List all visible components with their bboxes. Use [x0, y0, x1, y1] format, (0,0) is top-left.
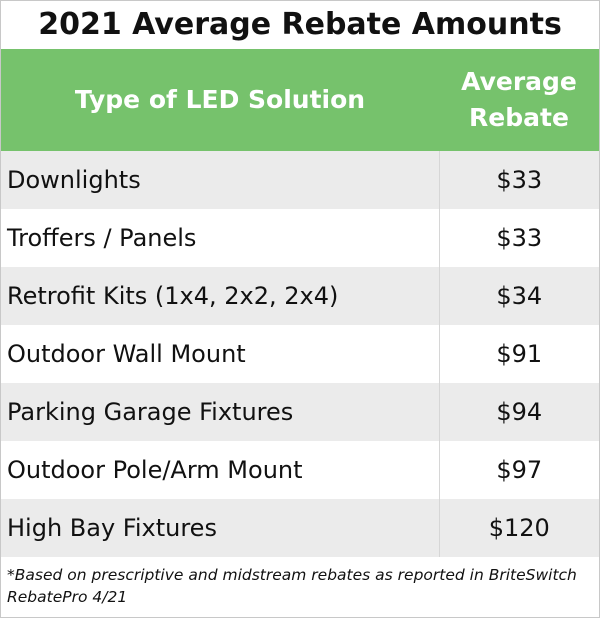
- rebate-cell: $33: [438, 151, 599, 209]
- solution-cell: Parking Garage Fixtures: [1, 383, 439, 441]
- table-row: High Bay Fixtures $120: [1, 499, 599, 557]
- header-cell: Type of LED Solution: [1, 49, 439, 151]
- solution-cell: Outdoor Pole/Arm Mount: [1, 441, 439, 499]
- rebate-cell: $97: [438, 441, 599, 499]
- solution-cell: High Bay Fixtures: [1, 499, 439, 557]
- rebate-cell: $120: [438, 499, 599, 557]
- title: 2021 Average Rebate Amounts: [38, 7, 562, 42]
- solution-cell: Outdoor Wall Mount: [1, 325, 439, 383]
- table-row: Parking Garage Fixtures $94: [1, 383, 599, 441]
- solution-cell: Retrofit Kits (1x4, 2x2, 2x4): [1, 267, 439, 325]
- rebate-cell: $34: [438, 267, 599, 325]
- table-row: Outdoor Pole/Arm Mount $97: [1, 441, 599, 499]
- table-row: Troffers / Panels $33: [1, 209, 599, 267]
- header-row: Type of LED Solution Average Rebate: [1, 49, 599, 151]
- rebate-cell: $94: [438, 383, 599, 441]
- header-cell: Average Rebate: [439, 49, 599, 151]
- table-row: Downlights $33: [1, 151, 599, 209]
- rebate-cell: $91: [438, 325, 599, 383]
- solution-cell: Troffers / Panels: [1, 209, 439, 267]
- rebate-table: Type of LED Solution Average Rebate Down…: [1, 49, 599, 557]
- table-row: Retrofit Kits (1x4, 2x2, 2x4) $34: [1, 267, 599, 325]
- solution-cell: Downlights: [1, 151, 439, 209]
- table-row: Outdoor Wall Mount $91: [1, 325, 599, 383]
- rebate-cell: $33: [438, 209, 599, 267]
- footnote: *Based on prescriptive and midstream reb…: [7, 566, 577, 606]
- table-body: Downlights $33 Troffers / Panels $33 Retrofi…: [1, 151, 599, 557]
